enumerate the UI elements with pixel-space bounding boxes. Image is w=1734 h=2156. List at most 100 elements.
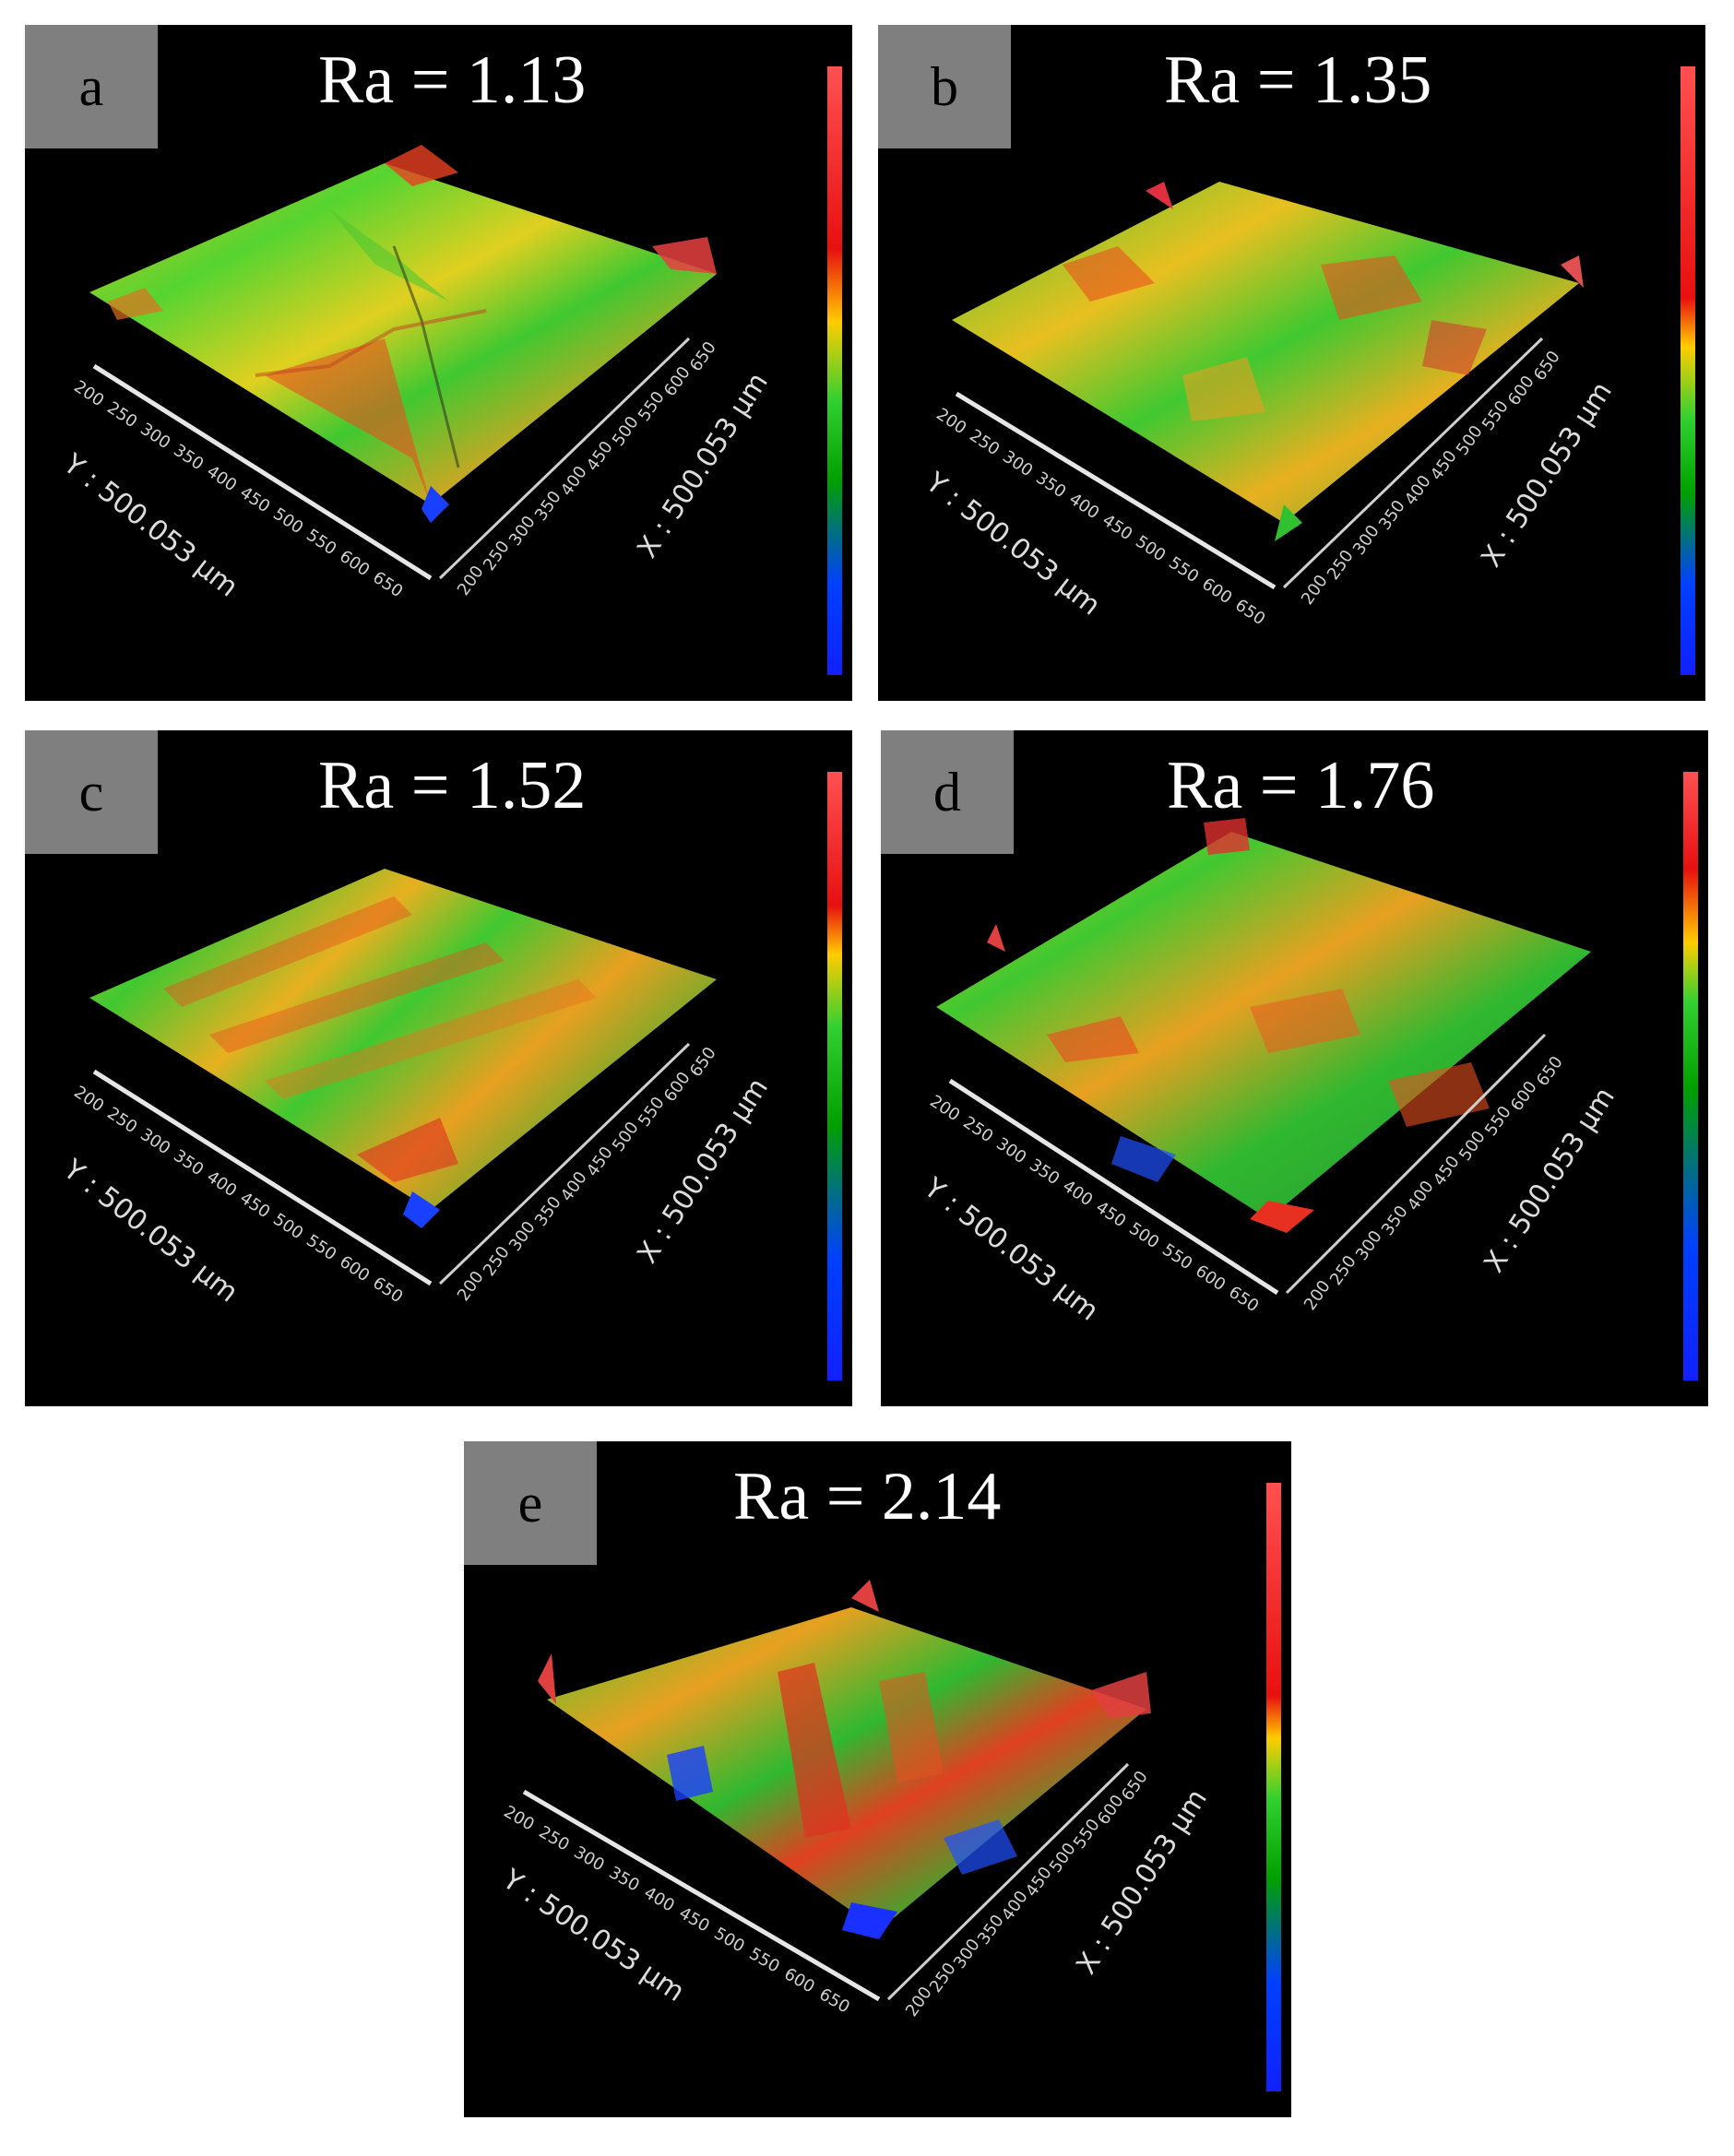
svg-text:400: 400	[1059, 1177, 1096, 1211]
svg-text:300: 300	[571, 1842, 608, 1875]
panel-letter: b	[878, 25, 1011, 148]
svg-text:600: 600	[660, 363, 695, 400]
svg-text:200: 200	[70, 377, 107, 411]
y-axis-title: Y : 500.053 µm	[919, 466, 1106, 622]
roughness-label: Ra = 2.14	[733, 1459, 1002, 1534]
svg-text:250: 250	[103, 1104, 140, 1138]
svg-text:600: 600	[781, 1964, 818, 1996]
svg-text:450: 450	[1092, 1198, 1129, 1232]
panel-e: e Ra = 2.14 200 250 300 350 400 450 500	[464, 1441, 1291, 2117]
svg-text:650: 650	[1533, 1053, 1567, 1090]
svg-text:300: 300	[999, 447, 1036, 481]
svg-text:600: 600	[1198, 575, 1235, 609]
svg-text:300: 300	[992, 1134, 1029, 1168]
svg-text:650: 650	[686, 1044, 720, 1081]
roughness-label: Ra = 1.52	[318, 748, 587, 823]
svg-text:500: 500	[1453, 422, 1487, 459]
svg-text:400: 400	[641, 1883, 678, 1915]
surface-plot: 200 250 300 350 400 450 500 550 600 650 …	[919, 182, 1619, 630]
svg-text:350: 350	[1026, 1155, 1063, 1190]
svg-text:200: 200	[926, 1092, 963, 1126]
svg-text:350: 350	[531, 488, 565, 525]
colorbar	[1681, 66, 1695, 675]
svg-text:450: 450	[236, 483, 273, 517]
svg-text:550: 550	[746, 1944, 783, 1976]
svg-text:400: 400	[1065, 490, 1102, 524]
roughness-label: Ra = 1.13	[318, 42, 587, 118]
panel-letter: c	[25, 730, 158, 854]
svg-text:250: 250	[1326, 1252, 1360, 1289]
svg-text:200: 200	[454, 1268, 488, 1305]
svg-text:200: 200	[70, 1083, 107, 1117]
colorbar	[827, 66, 842, 675]
svg-text:650: 650	[1225, 1283, 1262, 1317]
svg-text:500: 500	[711, 1924, 748, 1956]
svg-text:600: 600	[1507, 1078, 1541, 1115]
svg-text:650: 650	[1118, 1768, 1152, 1805]
svg-text:350: 350	[531, 1193, 565, 1230]
svg-text:450: 450	[583, 438, 617, 475]
svg-text:500: 500	[609, 413, 643, 450]
svg-text:500: 500	[269, 504, 306, 539]
panel-a: a Ra = 1.13 200 250 300 350 400 450 5	[25, 25, 852, 701]
roughness-label: Ra = 1.76	[1167, 748, 1435, 823]
svg-text:650: 650	[369, 568, 406, 602]
panel-letter: d	[881, 730, 1014, 854]
roughness-label: Ra = 1.35	[1164, 42, 1432, 118]
svg-text:350: 350	[606, 1863, 643, 1895]
svg-text:600: 600	[660, 1069, 695, 1106]
svg-text:500: 500	[1125, 1219, 1162, 1253]
svg-text:350: 350	[1378, 1202, 1412, 1239]
svg-text:200: 200	[501, 1802, 538, 1834]
svg-text:450: 450	[1099, 511, 1135, 545]
svg-text:300: 300	[1349, 522, 1384, 559]
svg-text:450: 450	[583, 1143, 617, 1180]
svg-text:400: 400	[203, 1167, 240, 1202]
panel-b: b Ra = 1.35 200 250 300 350 400 450 500 …	[878, 25, 1705, 701]
svg-text:650: 650	[1530, 348, 1564, 385]
svg-text:450: 450	[1427, 447, 1461, 484]
svg-text:650: 650	[1231, 596, 1268, 630]
panel-c: c Ra = 1.52 200 250 300 350 400 450 500 …	[25, 730, 852, 1406]
svg-text:300: 300	[137, 1125, 173, 1159]
svg-text:400: 400	[1401, 472, 1435, 509]
y-axis-title: Y : 500.053 µm	[496, 1863, 691, 2008]
svg-text:650: 650	[686, 338, 720, 375]
svg-text:350: 350	[1032, 468, 1069, 503]
svg-text:300: 300	[505, 1218, 540, 1255]
panel-letter: e	[464, 1441, 597, 1565]
svg-text:450: 450	[676, 1903, 713, 1936]
svg-text:650: 650	[816, 1984, 853, 2017]
surface-plot: 200 250 300 350 400 450 500 550 600 650 …	[56, 145, 775, 604]
svg-text:400: 400	[557, 463, 591, 500]
svg-text:250: 250	[1324, 547, 1358, 584]
svg-text:200: 200	[932, 405, 969, 439]
svg-text:200: 200	[454, 563, 488, 599]
svg-text:550: 550	[635, 1094, 669, 1131]
svg-text:500: 500	[1455, 1128, 1490, 1165]
svg-text:250: 250	[480, 1243, 514, 1280]
surface-plot: 200 250 300 350 400 450 500 550 600 650 …	[56, 869, 775, 1309]
panel-letter: a	[25, 25, 158, 148]
x-axis-title: X : 500.053 µm	[1070, 1783, 1214, 1980]
svg-text:550: 550	[1165, 553, 1202, 587]
colorbar	[827, 772, 842, 1380]
svg-text:550: 550	[635, 388, 669, 425]
svg-text:600: 600	[336, 1252, 373, 1286]
svg-text:450: 450	[236, 1189, 273, 1223]
svg-text:550: 550	[303, 1231, 339, 1265]
svg-text:400: 400	[557, 1168, 591, 1205]
svg-text:200: 200	[1298, 572, 1332, 609]
svg-text:600: 600	[1504, 373, 1538, 409]
svg-text:350: 350	[170, 1146, 207, 1180]
svg-text:400: 400	[203, 462, 240, 496]
panel-d: d Ra = 1.76 200 250 300 350 400 450 500 …	[881, 730, 1708, 1406]
svg-text:500: 500	[269, 1210, 306, 1244]
svg-text:450: 450	[1430, 1153, 1464, 1190]
colorbar	[1266, 1483, 1281, 2091]
svg-text:300: 300	[137, 420, 173, 454]
svg-text:250: 250	[480, 538, 514, 575]
surface-plot: 200 250 300 350 400 450 500 550 600 650 …	[917, 818, 1621, 1328]
surface-plot: 200 250 300 350 400 450 500 550 600 650 …	[496, 1580, 1214, 2020]
svg-text:600: 600	[1192, 1262, 1229, 1296]
